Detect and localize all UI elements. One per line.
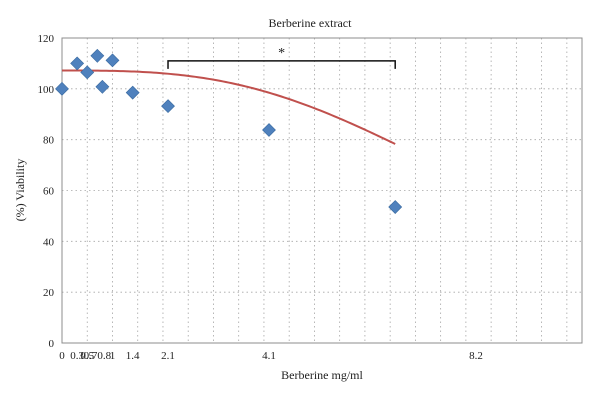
significance-bracket <box>167 60 396 69</box>
y-axis: 0 20 40 60 80 100 120 <box>38 33 55 350</box>
x-tick-label: 8.2 <box>469 350 483 362</box>
x-tick-label: 1.4 <box>126 350 140 362</box>
significance-label: * <box>278 46 285 61</box>
x-tick-label: 1 <box>110 350 116 362</box>
data-point <box>388 200 403 214</box>
x-tick-label: 0.3 <box>70 350 84 362</box>
x-tick-label: 0.70.8 <box>84 350 112 362</box>
grid <box>62 38 582 343</box>
annotations: * <box>167 46 396 69</box>
x-tick-label: 2.1 <box>161 350 175 362</box>
x-axis: 0 0.30.50.70.81 1.4 2.1 4.1 8.2 <box>59 350 483 362</box>
y-tick-label: 20 <box>43 287 55 299</box>
data-point <box>105 53 120 68</box>
data-point <box>161 99 175 114</box>
data-point <box>90 48 105 63</box>
y-tick-label: 60 <box>43 186 55 198</box>
data-point <box>70 56 85 71</box>
chart-title: Berberine extract <box>269 16 353 30</box>
data-points <box>55 48 403 214</box>
y-tick-label: 40 <box>43 236 55 248</box>
y-tick-label: 100 <box>38 84 55 96</box>
data-point <box>95 79 110 94</box>
data-point <box>80 65 95 80</box>
x-axis-title: Berberine mg/ml <box>281 368 363 382</box>
x-tick-label: 4.1 <box>262 350 276 362</box>
y-tick-label: 0 <box>49 338 55 350</box>
fit-curve <box>62 69 396 145</box>
y-tick-label: 80 <box>43 135 55 147</box>
data-point <box>55 81 69 96</box>
y-tick-label: 120 <box>38 33 55 45</box>
data-point <box>125 85 140 100</box>
x-tick-label: 0.5 <box>80 350 94 362</box>
plot-area-border <box>61 37 583 344</box>
y-axis-title: (%) Viability <box>13 159 27 222</box>
data-point <box>262 123 276 137</box>
x-tick-label: 0 <box>59 350 65 362</box>
